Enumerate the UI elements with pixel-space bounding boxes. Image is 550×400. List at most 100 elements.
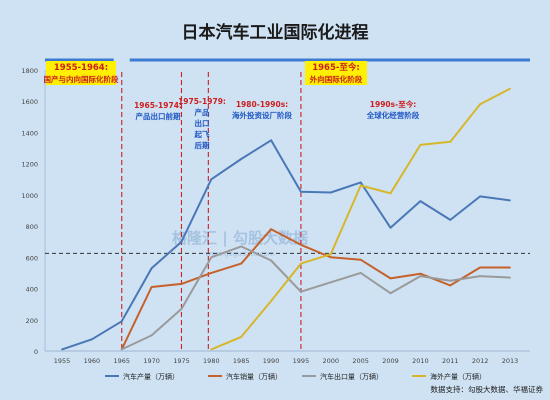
- y-tick-label: 1200: [21, 161, 38, 169]
- data-point: [329, 191, 332, 194]
- x-tick-label: 2009: [382, 357, 399, 365]
- data-point: [509, 199, 511, 202]
- phase-label-1965-1974-text: 1965-1974:: [134, 101, 182, 110]
- phase-label-1955-1964-text: 国产与内向国际化阶段: [44, 74, 119, 84]
- data-point: [180, 308, 183, 310]
- y-tick-label: 1800: [21, 67, 38, 75]
- watermark: 格隆汇 | 勾股大数据 www.gogudata.com: [172, 229, 308, 258]
- phase-label-1955-1964-bg: [46, 61, 116, 85]
- phase-boundary-lines: [121, 72, 302, 351]
- data-point: [419, 144, 422, 146]
- data-point: [389, 226, 392, 229]
- series-line-1: [120, 228, 510, 350]
- x-tick-label: 2013: [502, 357, 519, 365]
- phase-label-1965-1974: 1965-1974:产品出口前期: [134, 101, 182, 121]
- phase-label-1965-present-bg: [305, 61, 367, 85]
- data-point: [210, 348, 213, 351]
- data-point: [240, 336, 243, 338]
- data-point: [300, 290, 302, 293]
- data-point: [91, 338, 93, 341]
- data-point: [240, 245, 243, 248]
- x-tick-label: 1955: [54, 357, 71, 365]
- phase-label-1965-present-text: 外向国际化阶段: [310, 74, 363, 84]
- x-tick-label: 2010: [412, 357, 429, 365]
- data-point: [479, 103, 481, 106]
- data-point: [329, 253, 332, 256]
- data-point: [120, 320, 123, 323]
- data-point: [150, 334, 153, 337]
- data-point: [449, 279, 452, 282]
- legend-label: 汽车产量（万辆）: [123, 372, 179, 381]
- phase-label-1990s-present-text: 1990s-至今:: [370, 99, 416, 109]
- data-point: [300, 243, 302, 246]
- watermark-text: 格隆汇 | 勾股大数据: [172, 229, 308, 248]
- data-point: [300, 190, 302, 193]
- y-tick-label: 1600: [21, 98, 38, 106]
- x-tick-label: 1980: [203, 357, 220, 365]
- data-point: [509, 87, 511, 90]
- phase-label-1955-1964-text: 1955-1964:: [54, 63, 108, 73]
- data-point: [329, 256, 332, 259]
- data-point: [449, 219, 452, 221]
- y-tick-label: 1400: [21, 129, 38, 137]
- x-tick-label: 2000: [323, 357, 340, 365]
- x-tick-label: 1985: [233, 357, 250, 365]
- phase-label-1975-1979-text: 后期: [195, 140, 210, 150]
- data-point: [479, 275, 481, 277]
- data-point: [270, 139, 272, 142]
- x-tick-label: 2012: [472, 357, 489, 365]
- x-tick-label: 1975: [173, 357, 190, 365]
- x-axis: 1955 1960 1965 1970 1975 1980 1985 1990 1995 2000…: [45, 350, 530, 365]
- phase-label-1980-1990s-text: 1980-1990s:: [236, 100, 288, 109]
- data-point: [449, 284, 452, 287]
- chart-title: 日本汽车工业国际化进程: [182, 22, 369, 43]
- series-line-0: [61, 139, 511, 351]
- data-point: [329, 281, 332, 284]
- data-point: [300, 262, 302, 265]
- data-point: [359, 181, 362, 184]
- y-tick-label: 1000: [21, 192, 38, 200]
- y-tick-label: 600: [26, 254, 38, 262]
- data-point: [389, 277, 392, 280]
- phase-label-1965-1974-text: 产品出口前期: [136, 111, 181, 121]
- y-tick-label: 200: [26, 317, 38, 325]
- data-point: [210, 272, 213, 274]
- data-point: [509, 266, 511, 269]
- y-tick-label: 400: [26, 286, 38, 294]
- x-tick-label: 2011: [442, 357, 459, 365]
- source-note: 数据支持：勾股大数据、华福证券: [431, 384, 544, 394]
- data-point: [150, 286, 153, 288]
- x-tick-label: 1990: [263, 357, 280, 365]
- data-point: [419, 272, 422, 275]
- phase-label-1975-1979-text: 1975-1979:: [178, 97, 226, 106]
- x-tick-label: 1970: [143, 357, 160, 365]
- data-point: [210, 178, 213, 181]
- series-lines: [61, 87, 511, 351]
- data-point: [120, 348, 123, 351]
- y-tick-label: 0: [34, 348, 38, 356]
- data-point: [449, 140, 452, 143]
- x-tick-label: 2005: [352, 357, 369, 365]
- phase-label-1965-present: 1965-至今:外向国际化阶段: [305, 61, 367, 85]
- data-point: [240, 262, 243, 265]
- data-point: [389, 192, 392, 195]
- legend-label: 汽车销量（万辆）: [226, 372, 282, 381]
- data-point: [270, 228, 272, 231]
- data-point: [419, 200, 422, 203]
- watermark-url: www.gogudata.com: [205, 250, 274, 258]
- phase-label-1955-1964: 1955-1964:国产与内向国际化阶段: [44, 61, 119, 85]
- data-point: [270, 300, 272, 302]
- data-point: [180, 283, 183, 285]
- y-tick-label: 800: [26, 223, 38, 231]
- data-point: [509, 276, 511, 279]
- legend: 汽车产量（万辆） 汽车销量（万辆） 汽车出口量（万辆） 海外产量（万辆）: [105, 372, 486, 381]
- data-point: [359, 272, 362, 274]
- y-axis: 0 200 400 600 800 1000 1200 1400 1600 1800: [21, 67, 46, 356]
- data-point: [479, 266, 481, 269]
- x-tick-label: 1965: [113, 357, 130, 365]
- data-point: [389, 292, 392, 295]
- phase-labels: 1955-1964:国产与内向国际化阶段 1965-至今:外向国际化阶段 1965-…: [44, 61, 420, 150]
